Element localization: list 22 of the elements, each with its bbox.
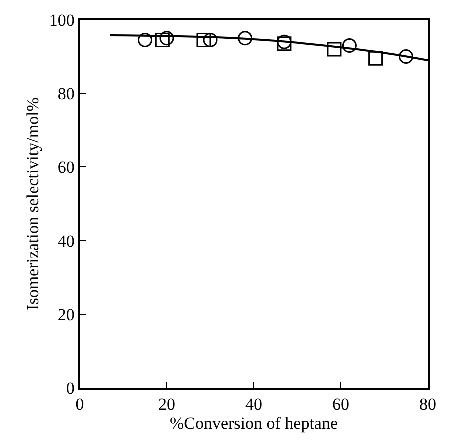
y-axis-title: Isomerization selectivity/mol% (23, 98, 42, 310)
point (368, 51, 384, 66)
y-tick-label: 80 (58, 84, 75, 104)
y-tick-label: 0 (66, 378, 75, 398)
y-tick-label: 40 (58, 232, 75, 251)
point (160, 31, 174, 46)
x-tick-label: 60 (332, 395, 350, 414)
x-tick-label: 20 (158, 395, 176, 414)
point (196, 32, 212, 48)
x-tick-label: 40 (246, 395, 262, 414)
point (327, 42, 342, 57)
point (203, 32, 218, 48)
point (399, 50, 414, 64)
point (342, 38, 357, 54)
point (155, 32, 170, 48)
y-tick-label: 60 (58, 158, 75, 178)
x-tick-label: 80 (420, 395, 436, 414)
x-axis-title: %Conversion of heptane (170, 414, 338, 434)
point (138, 32, 152, 48)
point (238, 31, 253, 46)
y-tick-label: 100 (49, 10, 75, 30)
y-tick-label: 20 (58, 305, 75, 324)
